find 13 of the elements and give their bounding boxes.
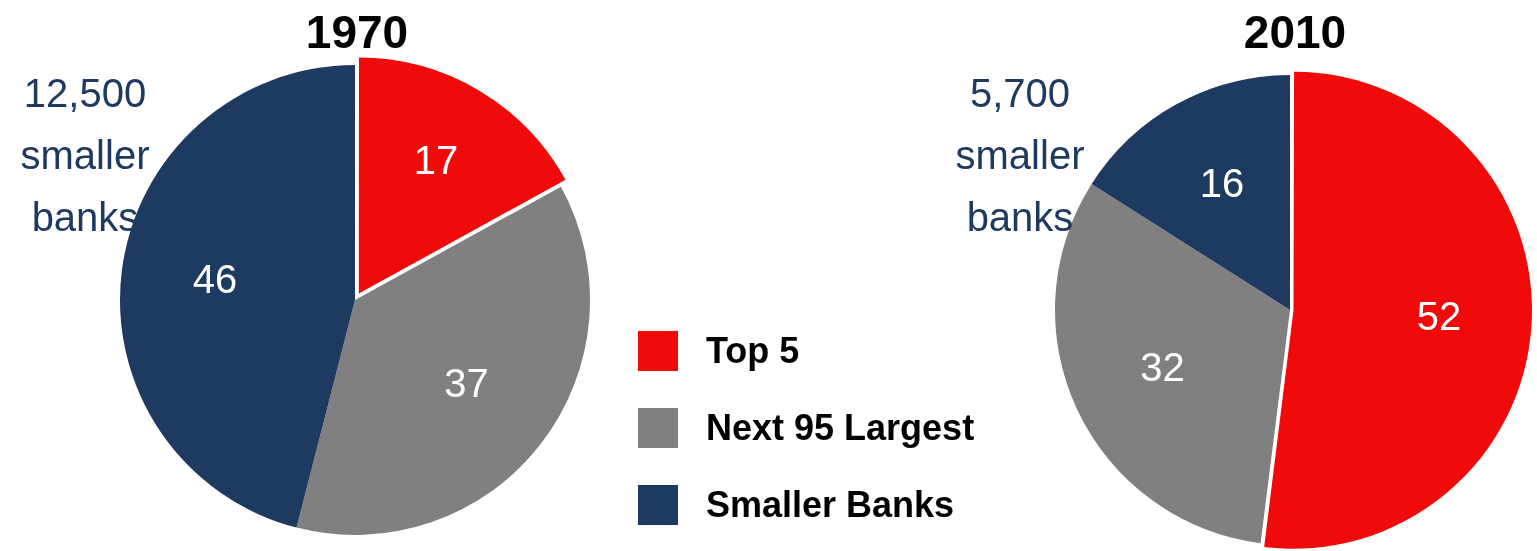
legend-label: Next 95 Largest xyxy=(706,407,975,449)
chart-title: 2010 xyxy=(1242,5,1348,59)
data-label: 17 xyxy=(413,138,459,183)
chart-title: 1970 xyxy=(304,5,410,59)
legend-label: Top 5 xyxy=(706,330,800,372)
data-label: 32 xyxy=(1140,345,1185,390)
text: 12,500 smaller banks xyxy=(19,70,151,241)
data-label: 52 xyxy=(1416,294,1462,339)
legend-label: Smaller Banks xyxy=(706,484,955,526)
text: 5,700 smaller banks xyxy=(954,70,1086,241)
data-label: 37 xyxy=(444,361,489,406)
data-label: 46 xyxy=(192,257,238,302)
data-label: 16 xyxy=(1199,161,1245,206)
